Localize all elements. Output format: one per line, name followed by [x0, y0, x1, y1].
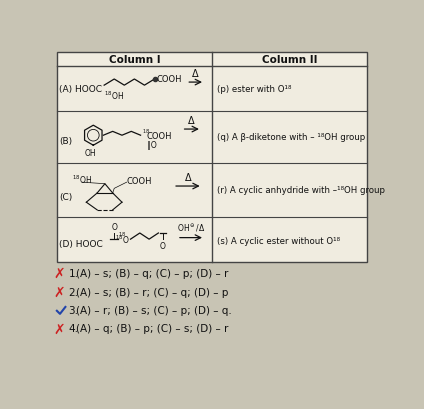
Text: (B): (B): [59, 137, 73, 146]
Text: OH$^\ominus$/$\Delta$: OH$^\ominus$/$\Delta$: [177, 222, 205, 234]
Text: (D) HOOC: (D) HOOC: [59, 240, 103, 249]
Text: $\Delta$: $\Delta$: [187, 114, 196, 126]
Text: 2.: 2.: [69, 287, 78, 297]
Text: (A) HOOC: (A) HOOC: [59, 85, 102, 94]
Text: 1.: 1.: [69, 268, 78, 279]
Text: ✗: ✗: [53, 285, 65, 299]
Text: $\Delta$: $\Delta$: [191, 67, 200, 79]
Text: (r) A cyclic anhydride with –¹⁸OH group: (r) A cyclic anhydride with –¹⁸OH group: [217, 186, 385, 195]
Text: (q) A β-diketone with – ¹⁸OH group: (q) A β-diketone with – ¹⁸OH group: [217, 133, 365, 142]
Text: $^{18}$O: $^{18}$O: [115, 234, 130, 246]
Bar: [57, 53, 367, 263]
Text: COOH: COOH: [156, 75, 181, 84]
Text: Column II: Column II: [262, 55, 317, 65]
Text: (A) – s; (B) – q; (C) – p; (D) – r: (A) – s; (B) – q; (C) – p; (D) – r: [76, 268, 229, 279]
Text: (A) – q; (B) – p; (C) – s; (D) – r: (A) – q; (B) – p; (C) – s; (D) – r: [76, 324, 229, 334]
Text: (C): (C): [59, 192, 73, 201]
Text: $\Delta$: $\Delta$: [184, 171, 192, 183]
Text: Column I: Column I: [109, 55, 160, 65]
Text: ✗: ✗: [53, 322, 65, 336]
Text: $^{18}$: $^{18}$: [118, 230, 126, 236]
Text: OH: OH: [84, 149, 96, 158]
Text: ✗: ✗: [53, 266, 65, 280]
Text: ‖O: ‖O: [147, 140, 156, 149]
Text: (p) ester with O¹⁸: (p) ester with O¹⁸: [217, 85, 291, 94]
Text: (A) – r; (B) – s; (C) – p; (D) – q.: (A) – r; (B) – s; (C) – p; (D) – q.: [76, 305, 232, 315]
Text: $^{18}$OH: $^{18}$OH: [73, 173, 92, 186]
Text: 3.: 3.: [69, 305, 78, 315]
Text: (s) A cyclic ester without O¹⁸: (s) A cyclic ester without O¹⁸: [217, 237, 340, 245]
Text: 4.: 4.: [69, 324, 78, 334]
Text: COOH: COOH: [127, 177, 152, 186]
Text: $^{18}$OH: $^{18}$OH: [104, 89, 124, 101]
Text: O: O: [111, 223, 117, 232]
Text: $^{18}$: $^{18}$: [142, 128, 150, 134]
Text: COOH: COOH: [147, 131, 172, 140]
Text: O: O: [160, 241, 166, 250]
Text: (A) – s; (B) – r; (C) – q; (D) – p: (A) – s; (B) – r; (C) – q; (D) – p: [76, 287, 229, 297]
